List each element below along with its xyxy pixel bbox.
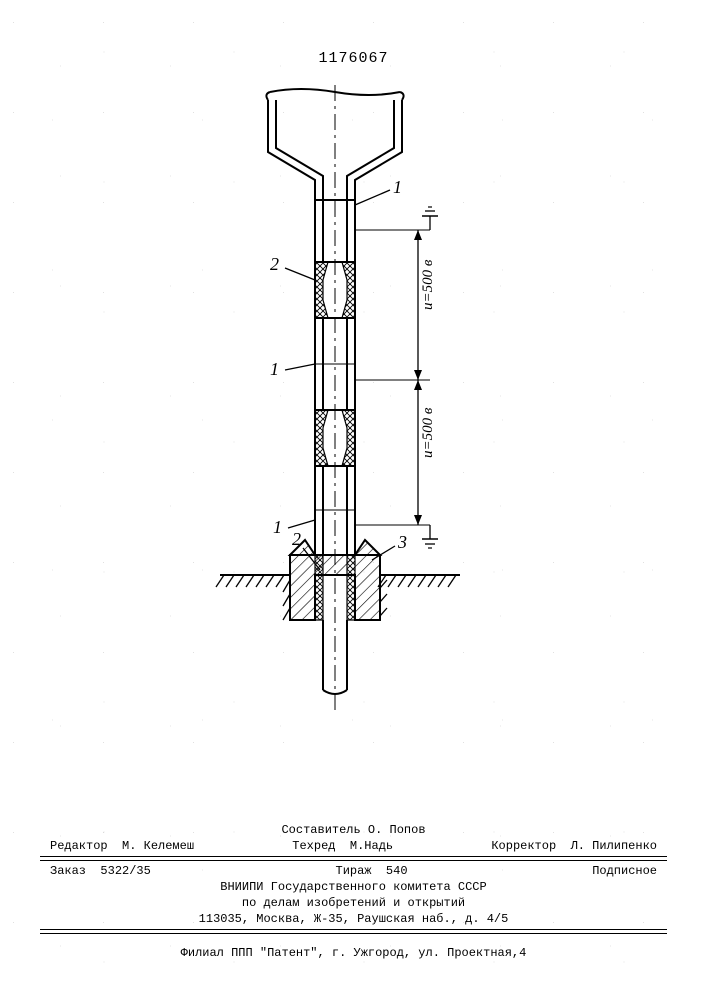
- corrector-name: Л. Пилипенко: [571, 839, 657, 853]
- publication-footer: Составитель О. Попов Редактор М. Келемеш…: [40, 821, 667, 960]
- technical-figure: 1 2 1 1 2 3 u=500 в u: [140, 80, 560, 760]
- tirazh-label: Тираж: [336, 864, 372, 878]
- svg-text:1: 1: [273, 517, 282, 537]
- org-line-2: по делам изобретений и открытий: [40, 896, 667, 910]
- org-address: 113035, Москва, Ж-35, Раушская наб., д. …: [40, 912, 667, 926]
- patent-branch: Филиал ППП "Патент", г. Ужгород, ул. Про…: [40, 946, 667, 960]
- svg-text:u=500 в: u=500 в: [420, 407, 436, 458]
- compiler-name: О. Попов: [368, 823, 426, 837]
- svg-text:1: 1: [393, 177, 402, 197]
- svg-text:u=500 в: u=500 в: [420, 259, 436, 310]
- techred-name: М.Надь: [350, 839, 393, 853]
- org-line-1: ВНИИПИ Государственного комитета СССР: [40, 880, 667, 894]
- techred-label: Техред: [292, 839, 335, 853]
- divider: [40, 856, 667, 857]
- dimension-lower: u=500 в: [355, 380, 438, 548]
- compiler-label: Составитель: [281, 823, 360, 837]
- editor-name: М. Келемеш: [122, 839, 194, 853]
- corrector-label: Корректор: [491, 839, 556, 853]
- svg-text:2: 2: [292, 529, 301, 549]
- divider: [40, 929, 667, 930]
- ref-label-1b: 1: [270, 359, 315, 379]
- svg-text:1: 1: [270, 359, 279, 379]
- order-value: 5322/35: [100, 864, 150, 878]
- divider: [40, 933, 667, 934]
- svg-text:2: 2: [270, 254, 279, 274]
- editor-label: Редактор: [50, 839, 108, 853]
- page-number: 1176067: [318, 50, 388, 67]
- ground-surface: [216, 575, 460, 620]
- ref-label-2a: 2: [270, 254, 315, 280]
- order-label: Заказ: [50, 864, 86, 878]
- figure-svg: 1 2 1 1 2 3 u=500 в u: [140, 80, 560, 760]
- dimension-upper: u=500 в: [355, 207, 438, 380]
- svg-text:3: 3: [397, 532, 407, 552]
- divider: [40, 860, 667, 861]
- tirazh-value: 540: [386, 864, 408, 878]
- ref-label-1a: 1: [355, 177, 402, 205]
- subscription-label: Подписное: [592, 864, 657, 878]
